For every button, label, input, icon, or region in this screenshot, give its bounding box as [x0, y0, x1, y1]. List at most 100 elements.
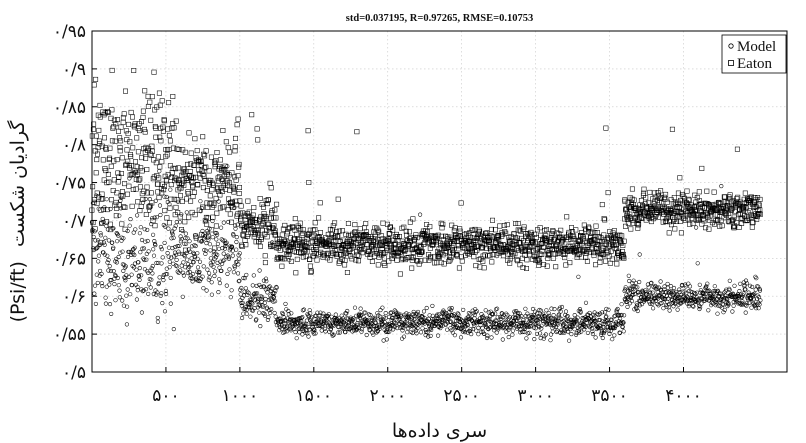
data-point-model: [538, 308, 543, 313]
data-point-model: [173, 223, 178, 228]
data-point-eaton: [233, 135, 238, 141]
data-point-eaton: [495, 233, 501, 239]
data-point-model: [725, 297, 730, 302]
data-point-model: [124, 322, 129, 327]
data-point-model: [598, 324, 603, 329]
data-point-model: [235, 271, 241, 276]
data-point-eaton: [723, 199, 729, 205]
data-point-model: [313, 314, 318, 319]
data-point-model: [244, 272, 249, 277]
data-point-eaton: [287, 247, 293, 253]
data-point-model: [233, 223, 238, 228]
data-point-eaton: [101, 206, 107, 212]
data-point-eaton: [630, 220, 636, 226]
data-point-eaton: [495, 234, 501, 240]
data-point-model: [621, 320, 626, 325]
data-point-model: [486, 310, 491, 315]
data-point-eaton: [336, 228, 342, 234]
data-point-eaton: [343, 251, 349, 257]
data-point-model: [156, 260, 161, 265]
data-point-eaton: [164, 215, 170, 221]
data-point-eaton: [175, 165, 181, 171]
data-point-eaton: [588, 245, 594, 251]
data-point-eaton: [125, 158, 131, 164]
data-point-model: [301, 307, 307, 312]
data-point-eaton: [507, 256, 513, 262]
data-point-eaton: [375, 237, 381, 243]
data-point-eaton: [292, 216, 298, 222]
data-point-eaton: [527, 244, 533, 250]
data-point-eaton: [186, 130, 192, 136]
data-point-model: [602, 319, 607, 325]
data-point-model: [483, 322, 489, 327]
data-point-model: [699, 301, 704, 306]
data-point-model: [389, 310, 394, 315]
data-point-eaton: [686, 196, 692, 202]
data-point-model: [151, 247, 156, 252]
data-point-model: [546, 316, 551, 321]
data-point-eaton: [511, 231, 517, 237]
data-point-model: [116, 283, 121, 288]
data-point-eaton: [104, 219, 110, 225]
data-point-model: [330, 333, 335, 338]
data-point-model: [150, 216, 155, 221]
data-point-model: [505, 317, 510, 322]
data-point-eaton: [609, 256, 615, 262]
data-point-eaton: [282, 222, 288, 228]
data-point-model: [177, 220, 182, 225]
data-point-model: [303, 324, 308, 329]
data-point-eaton: [536, 262, 542, 268]
data-point-model: [664, 304, 669, 309]
data-point-eaton: [489, 226, 494, 232]
data-point-model: [129, 272, 134, 277]
data-point-eaton: [584, 248, 590, 254]
data-point-eaton: [731, 225, 737, 231]
data-point-model: [145, 238, 150, 244]
data-point-model: [557, 305, 562, 310]
data-point-model: [476, 325, 481, 330]
data-point-model: [702, 296, 707, 301]
data-point-model: [269, 307, 274, 312]
data-point-eaton: [429, 242, 435, 248]
data-point-eaton: [138, 165, 144, 171]
y-tick-label: ۰/۵۵: [53, 325, 86, 345]
x-axis-title: سری داده‌ها: [392, 420, 487, 442]
data-point-model: [665, 281, 670, 286]
data-point-eaton: [246, 209, 252, 215]
data-point-eaton: [382, 263, 388, 268]
data-point-model: [635, 285, 640, 290]
data-point-model: [245, 289, 250, 294]
y-axis-title-text: گرادیان شکست: [6, 120, 29, 247]
data-point-eaton: [474, 247, 480, 253]
data-point-model: [600, 335, 605, 341]
data-point-eaton: [742, 190, 748, 196]
data-point-eaton: [402, 247, 408, 253]
data-point-eaton: [544, 227, 549, 233]
data-point-model: [619, 302, 624, 307]
data-point-model: [304, 328, 309, 333]
data-point-model: [752, 291, 757, 296]
data-point-model: [146, 270, 151, 275]
data-point-eaton: [374, 251, 380, 256]
data-point-model: [578, 310, 583, 315]
data-point-model: [328, 326, 333, 331]
data-point-model: [751, 297, 756, 302]
data-point-eaton: [448, 255, 454, 261]
data-point-eaton: [538, 232, 544, 238]
data-point-eaton: [515, 221, 521, 226]
data-point-eaton: [99, 191, 105, 197]
data-point-eaton: [354, 129, 360, 135]
data-point-model: [697, 303, 702, 308]
data-point-model: [449, 306, 454, 311]
data-point-model: [229, 288, 234, 293]
data-point-model: [575, 320, 580, 325]
data-point-model: [274, 284, 279, 290]
x-tick-label: ۱۰۰۰: [222, 386, 259, 406]
data-point-model: [336, 330, 341, 335]
data-point-model: [623, 299, 629, 304]
data-point-eaton: [332, 248, 338, 254]
data-point-model: [371, 332, 376, 337]
data-point-model: [459, 325, 464, 330]
data-point-model: [698, 305, 703, 310]
data-point-eaton: [147, 99, 153, 105]
